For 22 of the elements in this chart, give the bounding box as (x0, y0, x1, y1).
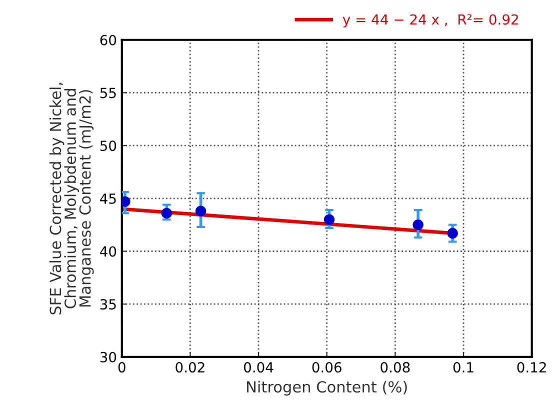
y-tick-label: 40 (100, 246, 116, 257)
x-tick-label: 0.02 (176, 362, 204, 373)
y-tick-label: 50 (100, 140, 116, 152)
x-tick-label: 0.04 (244, 362, 274, 373)
y-tick-label: 55 (100, 88, 116, 98)
x-tick-label: 0.08 (380, 362, 410, 373)
x-tick-label: 0 (118, 362, 126, 373)
x-axis-title: Nitrogen Content (%) (247, 380, 407, 396)
y-tick-label: 60 (100, 34, 116, 46)
x-tick-label: 0.06 (312, 362, 342, 373)
point (324, 214, 335, 225)
point (412, 219, 424, 230)
point (161, 208, 172, 219)
y-axis-title: SFE Value Corrected by Nickel, Chromium, Molybdenum and Manganese Content (mJ/m2) (49, 82, 94, 314)
y-tick-label: 45 (100, 194, 116, 204)
y-tick-label: 35 (100, 299, 116, 310)
x-tick-label: 0.12 (517, 362, 546, 373)
point (447, 228, 458, 239)
legend-label: y = 44 − 24 x , R²= 0.92 (342, 14, 518, 28)
x-tick-label: 0.1 (453, 362, 474, 373)
point (195, 206, 206, 216)
y-tick-label: 30 (100, 352, 116, 362)
